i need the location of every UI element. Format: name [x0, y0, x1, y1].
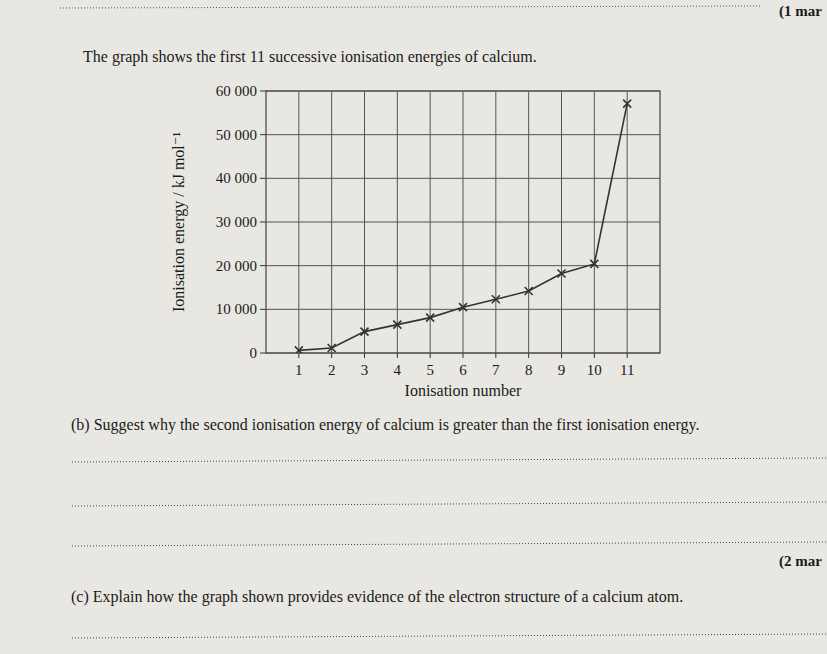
page: (1 mar The graph shows the first 11 succe…: [0, 0, 827, 654]
x-axis-label: Ionisation number: [405, 382, 523, 399]
data-point: [295, 346, 303, 353]
data-point: [492, 295, 500, 303]
grid-line: [528, 91, 529, 353]
grid-line: [430, 91, 431, 353]
answer-line: [72, 634, 827, 638]
intro: The graph shows the first 11 successive …: [83, 48, 537, 66]
answer-line: [72, 458, 827, 462]
tick: [298, 353, 299, 358]
y-axis-label: Ionisation energy / kJ mol⁻¹: [170, 132, 188, 312]
tick-label: 0: [250, 345, 258, 361]
data-point: [393, 321, 401, 329]
tick: [260, 353, 266, 354]
grid-line: [463, 91, 464, 353]
grid-line: [495, 91, 496, 353]
tick-label: 1: [295, 362, 303, 378]
grid-line: [397, 91, 398, 353]
grid-line: [561, 91, 562, 353]
tick: [397, 353, 398, 358]
series: [295, 100, 631, 353]
data-point: [525, 287, 533, 295]
tick-label: 9: [558, 362, 566, 378]
question: (c) Explain how the graph shown provides…: [71, 588, 683, 606]
grid-line: [364, 91, 365, 353]
tick-label: 60 000: [216, 83, 257, 99]
tick-label: 8: [525, 362, 533, 378]
tick: [331, 353, 332, 358]
tick: [260, 91, 266, 92]
tick-label: 5: [426, 362, 434, 378]
tick-label: 11: [620, 362, 634, 378]
tick: [260, 309, 266, 310]
grid-line: [627, 91, 628, 353]
data-point: [426, 314, 434, 322]
grid-line: [594, 91, 595, 353]
tick: [260, 265, 266, 266]
marks: (1 mar: [779, 3, 822, 20]
tick-label: 3: [361, 362, 369, 378]
tick: [430, 353, 431, 358]
tick: [561, 353, 562, 358]
tick-label: 20 000: [216, 258, 257, 274]
tick-label: 4: [394, 362, 402, 378]
tick-label: 40 000: [216, 170, 257, 186]
tick-label: 10: [587, 362, 602, 378]
data-point: [328, 344, 336, 352]
data-point: [590, 260, 598, 268]
tick-label: 2: [328, 362, 336, 378]
answer-line: [72, 542, 827, 546]
tick: [463, 353, 464, 358]
answer-line: [60, 6, 760, 8]
tick-label: 6: [459, 362, 467, 378]
data-point: [459, 303, 467, 311]
tick: [594, 353, 595, 358]
tick-label: 7: [492, 362, 500, 378]
grid-line: [331, 91, 332, 353]
tick: [364, 353, 365, 358]
grid-line: [298, 91, 299, 353]
data-point: [623, 100, 631, 108]
data-line: [299, 104, 627, 351]
tick: [260, 134, 266, 135]
data-point: [558, 270, 566, 278]
question: (b) Suggest why the second ionisation en…: [71, 416, 699, 434]
tick-label: 50 000: [216, 127, 257, 143]
tick: [260, 222, 266, 223]
tick: [528, 353, 529, 358]
tick-label: 30 000: [216, 214, 257, 230]
tick-label: 10 000: [216, 301, 257, 317]
tick: [495, 353, 496, 358]
plot-frame: [266, 91, 660, 353]
tick: [260, 178, 266, 179]
answer-line: [72, 502, 827, 506]
data-point: [361, 328, 369, 336]
marks: (2 mar: [779, 553, 822, 570]
tick: [627, 353, 628, 358]
